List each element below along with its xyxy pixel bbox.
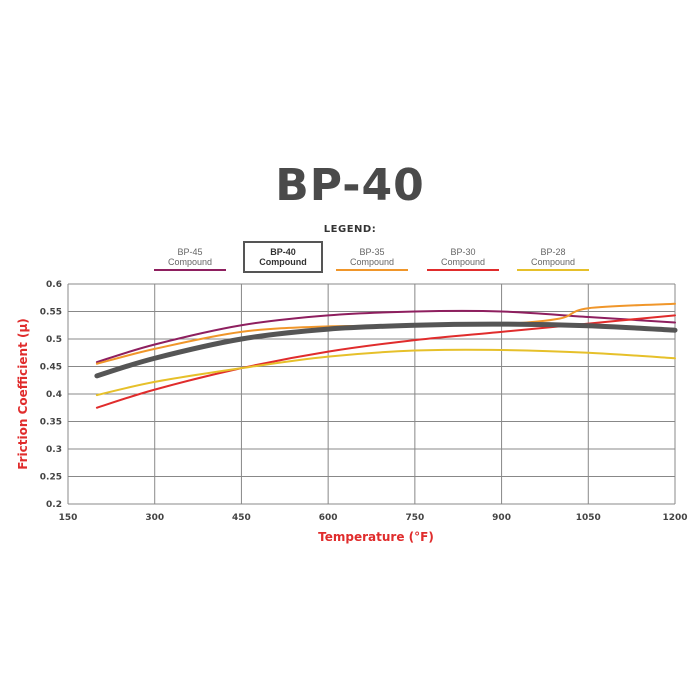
y-tick-label: 0.35 — [40, 418, 62, 428]
legend-swatch — [517, 269, 589, 271]
x-tick-label: 300 — [145, 513, 164, 523]
chart-title: BP-40 — [275, 160, 425, 211]
x-tick-label: 900 — [492, 513, 511, 523]
y-tick-label: 0.4 — [46, 390, 62, 400]
legend-item-bp40[interactable]: BP-40 Compound — [243, 241, 323, 273]
tick-labels: 150 300 450 600 750 900 1050 1200 0.2 0.25 0.3 0.35… — [40, 280, 688, 523]
y-tick-label: 0.25 — [40, 473, 62, 483]
legend-label-line2: Compound — [530, 257, 576, 267]
legend-title: LEGEND: — [323, 224, 377, 235]
legend-label-line1: BP-35 — [359, 247, 385, 257]
legend-label-line1: BP-40 — [270, 247, 296, 257]
x-tick-label: 150 — [59, 513, 78, 523]
y-tick-label: 0.45 — [40, 363, 62, 373]
x-tick-label: 450 — [232, 513, 251, 523]
legend-item-bp28[interactable]: BP-28 Compound — [513, 241, 593, 273]
y-tick-label: 0.5 — [46, 335, 62, 345]
y-axis-label: Friction Coefficient (µ) — [16, 318, 30, 470]
y-tick-label: 0.3 — [46, 445, 62, 455]
legend-label-line2: Compound — [440, 257, 486, 267]
legend-item-bp35[interactable]: BP-35 Compound — [332, 241, 412, 273]
x-tick-label: 750 — [405, 513, 424, 523]
series-line-bp40 — [94, 321, 678, 379]
legend-label-line1: BP-28 — [540, 247, 566, 257]
legend-item-bp30[interactable]: BP-30 Compound — [423, 241, 503, 273]
legend-label-line1: BP-30 — [450, 247, 476, 257]
x-axis-label: Temperature (°F) — [318, 530, 434, 544]
chart-grid — [67, 283, 676, 505]
x-tick-label: 600 — [319, 513, 338, 523]
legend: BP-45 Compound BP-40 Compound BP-35 Comp… — [0, 241, 700, 275]
series-lines — [94, 302, 678, 409]
legend-item-bp45[interactable]: BP-45 Compound — [150, 241, 230, 273]
legend-label-line2: Compound — [167, 257, 213, 267]
series-line-bp28 — [95, 348, 676, 397]
legend-swatch — [154, 269, 226, 271]
legend-label-line1: BP-45 — [177, 247, 203, 257]
y-tick-label: 0.2 — [46, 500, 62, 510]
legend-swatch — [427, 269, 499, 271]
y-tick-label: 0.55 — [40, 308, 62, 318]
series-line-bp45 — [95, 309, 676, 364]
x-tick-label: 1050 — [576, 513, 601, 523]
legend-label-line2: Compound — [349, 257, 395, 267]
y-tick-label: 0.6 — [46, 280, 62, 290]
legend-swatch — [336, 269, 408, 271]
x-tick-label: 1200 — [662, 513, 687, 523]
legend-label-line2: Compound — [259, 257, 307, 267]
